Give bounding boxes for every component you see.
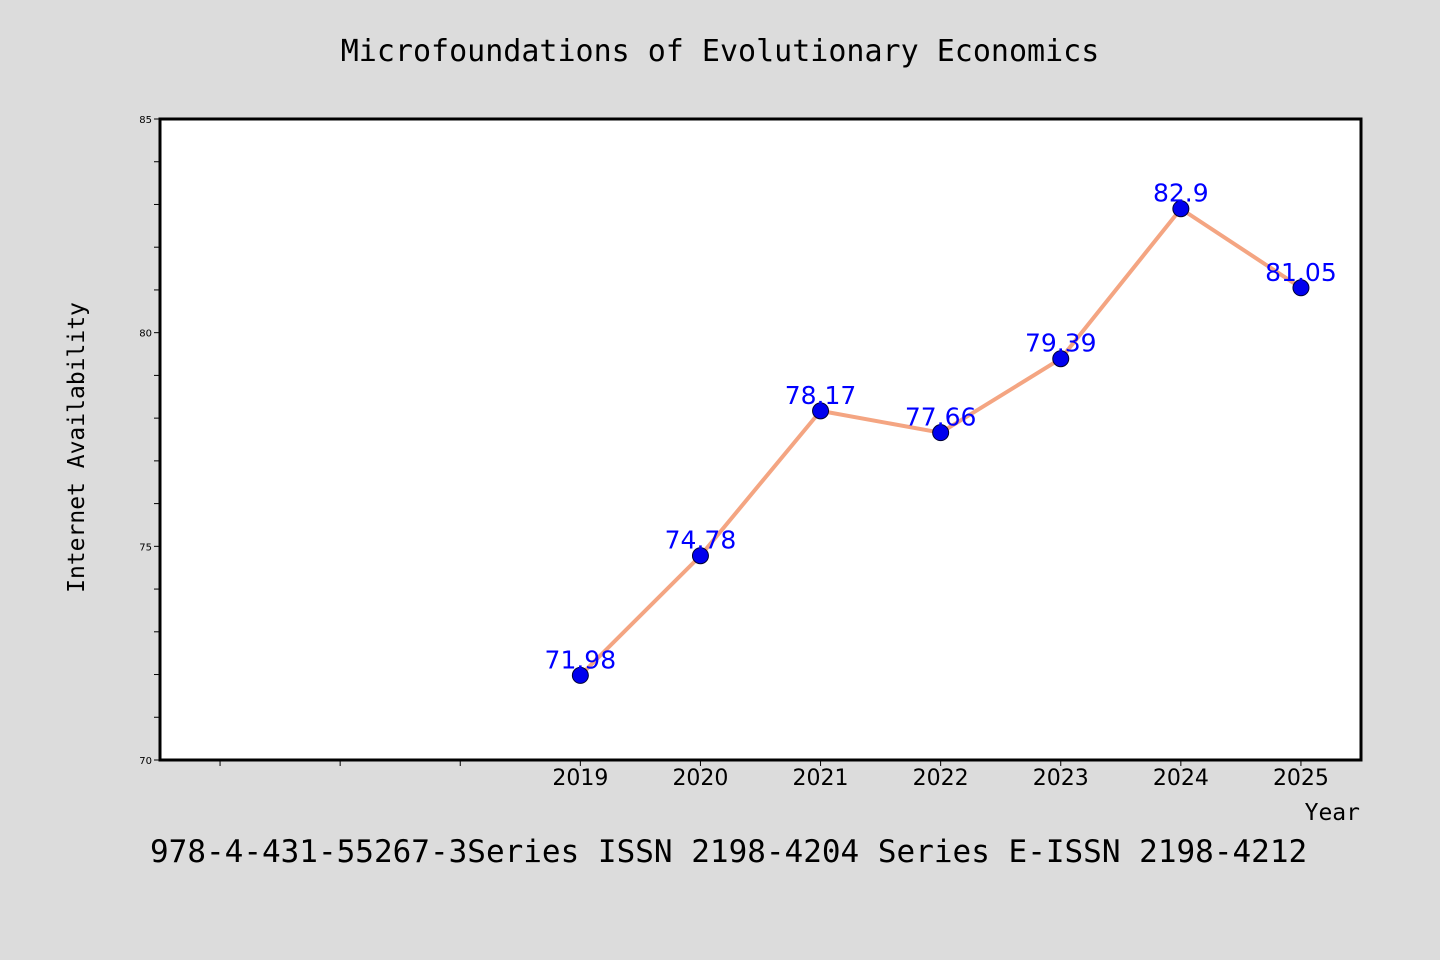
x-tick-label: 2020 (672, 766, 728, 791)
y-tick-label: 85 (139, 115, 152, 126)
data-label: 81.05 (1265, 258, 1337, 287)
x-tick-label: 2025 (1273, 766, 1329, 791)
y-tick-label: 75 (139, 542, 152, 553)
x-tick-label: 2021 (793, 766, 849, 791)
plot-frame (158, 117, 1363, 762)
chart-title: Microfoundations of Evolutionary Economi… (340, 34, 1100, 69)
x-tick-label: 2022 (913, 766, 969, 791)
data-label: 82.9 (1153, 179, 1209, 208)
data-point (571, 666, 589, 684)
x-tick-label: 2023 (1033, 766, 1089, 791)
data-point (691, 547, 709, 565)
x-tick-label: 2019 (552, 766, 608, 791)
data-point (932, 424, 950, 442)
data-label: 71.98 (545, 645, 617, 674)
x-axis-title: Year (1305, 800, 1360, 826)
plot-area (160, 119, 1361, 760)
data-label: 74.78 (665, 526, 737, 555)
y-axis-title: Internet Availability (64, 302, 90, 593)
data-point (1052, 350, 1070, 368)
data-label: 77.66 (905, 403, 977, 432)
y-tick-label: 80 (139, 329, 152, 340)
data-point (1172, 200, 1190, 218)
footer-isbn-issn: 978-4-431-55267-3Series ISSN 2198-4204 S… (150, 834, 1308, 870)
data-label: 79.39 (1025, 329, 1097, 358)
data-point (1292, 279, 1310, 297)
data-label: 78.17 (785, 381, 857, 410)
data-point (812, 402, 830, 420)
y-tick-label: 70 (139, 756, 152, 767)
x-tick-label: 2024 (1153, 766, 1209, 791)
